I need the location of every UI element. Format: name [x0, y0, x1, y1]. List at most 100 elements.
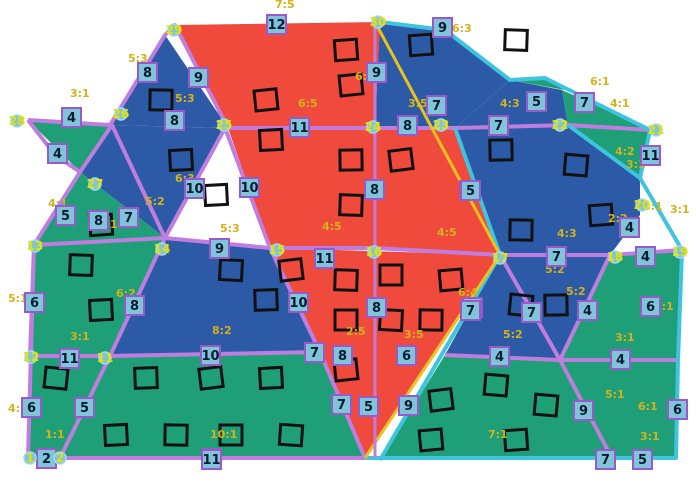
square-mark: [333, 308, 359, 332]
square-mark: [427, 386, 455, 413]
ratio-label: 7:5: [275, 0, 295, 11]
ratio-label: 3:1: [670, 203, 690, 216]
edge-length-label: 11: [641, 149, 659, 164]
edge-length-badge: 8: [164, 110, 185, 131]
badge-box: [118, 207, 139, 228]
highlight-line: [363, 254, 502, 459]
vertex-marker: 21: [648, 123, 665, 137]
ratio-label: 6:4: [458, 286, 478, 299]
edge-length-label: 9: [372, 66, 381, 81]
vertex-number: 29: [166, 23, 183, 37]
badge-box: [460, 180, 481, 201]
edge-length-badge: 8: [137, 62, 158, 83]
edge-length-label: 6: [673, 403, 682, 418]
vertex-number: 13: [27, 239, 44, 253]
badge-box: [188, 67, 209, 88]
edge-length-badges: 1289981187574445781010911889774466810107…: [21, 14, 688, 470]
ratio-label: 4:1: [610, 97, 630, 110]
badge-box: [426, 95, 447, 116]
badge-box: [61, 107, 82, 128]
vertex-number: 27: [87, 177, 104, 191]
square-mark: [338, 193, 364, 217]
badge-box: [24, 292, 45, 313]
vertex-dot: [553, 118, 567, 132]
square-mark: [377, 307, 405, 333]
edge-length-badge: 4: [489, 346, 510, 367]
badge-box: [489, 346, 510, 367]
square-mark: [202, 182, 230, 208]
vertex-dot: [493, 251, 507, 265]
ratio-label: 6:1: [638, 400, 658, 413]
badge-box: [546, 246, 567, 267]
badge-box: [521, 302, 542, 323]
edge-length-label: 8: [170, 114, 179, 129]
region-green: [30, 238, 165, 356]
edge-length-badge: 12: [266, 14, 287, 35]
square-mark: [217, 257, 245, 283]
edge-length-badge: 2: [36, 448, 57, 469]
edge-length-label: 4: [641, 250, 650, 265]
vertex-dot: [24, 350, 38, 364]
square-mark: [253, 288, 279, 312]
edge-length-label: 5: [466, 184, 475, 199]
vertex-dot: [635, 198, 649, 212]
edge-length-badge: 8: [88, 210, 109, 231]
square-mark: [508, 218, 534, 242]
badge-box: [239, 177, 260, 198]
square-mark: [102, 422, 130, 448]
edge-length-badge: 6: [667, 399, 688, 420]
edge-length-badge: 10: [184, 178, 205, 199]
vertex-number: 18: [607, 250, 624, 264]
vertex-dot: [28, 239, 42, 253]
edge-length-label: 8: [372, 301, 381, 316]
square-mark: [378, 263, 404, 287]
vertex-marker: 12: [23, 350, 40, 364]
edge-length-label: 9: [579, 404, 588, 419]
ratio-label: 5:3: [128, 52, 148, 65]
badge-box: [488, 115, 509, 136]
badge-box: [137, 62, 158, 83]
badge-box: [366, 62, 387, 83]
square-mark: [562, 152, 590, 178]
ratio-label: 5:2: [145, 195, 165, 208]
region-blue: [112, 35, 228, 128]
vertex-dot: [10, 114, 24, 128]
edge-length-label: 4: [53, 147, 62, 162]
badge-box: [314, 248, 335, 269]
vertex-marker: 2: [53, 451, 67, 465]
edge-length-label: 6: [27, 401, 36, 416]
badge-box: [209, 238, 230, 259]
square-mark: [148, 88, 174, 112]
square-mark: [87, 297, 115, 323]
edge-length-badge: 9: [573, 400, 594, 421]
edge-length-label: 7: [432, 99, 441, 114]
ratio-label: 6:3: [452, 22, 472, 35]
colored-regions: [28, 22, 682, 460]
badge-box: [358, 396, 379, 417]
badge-box: [640, 145, 661, 166]
square-mark: [407, 32, 435, 58]
ratio-label: 3:1: [615, 331, 635, 344]
region-green: [28, 120, 110, 172]
badge-box: [88, 210, 109, 231]
vertex-marker: 25: [216, 118, 233, 132]
vertex-dot: [98, 351, 112, 365]
edge-length-label: 8: [143, 66, 152, 81]
edge-length-badge: 8: [332, 345, 353, 366]
edge-length-badge: 10: [200, 345, 221, 366]
vertex-marker: 17: [492, 251, 509, 265]
edge-length-label: 4: [583, 304, 592, 319]
badge-box: [21, 397, 42, 418]
edge-length-badge: 4: [61, 107, 82, 128]
edge-length-badge: 7: [426, 95, 447, 116]
edge-length-badge: 5: [55, 205, 76, 226]
edge-length-badge: 11: [59, 348, 80, 369]
edge-length-badge: 5: [74, 397, 95, 418]
vertex-dot: [367, 245, 381, 259]
vertex-marker: 23: [433, 118, 450, 132]
vertex-marker: 16: [366, 245, 383, 259]
edge-length-label: 11: [60, 352, 78, 367]
badge-box: [632, 449, 653, 470]
square-mark: [587, 202, 615, 228]
